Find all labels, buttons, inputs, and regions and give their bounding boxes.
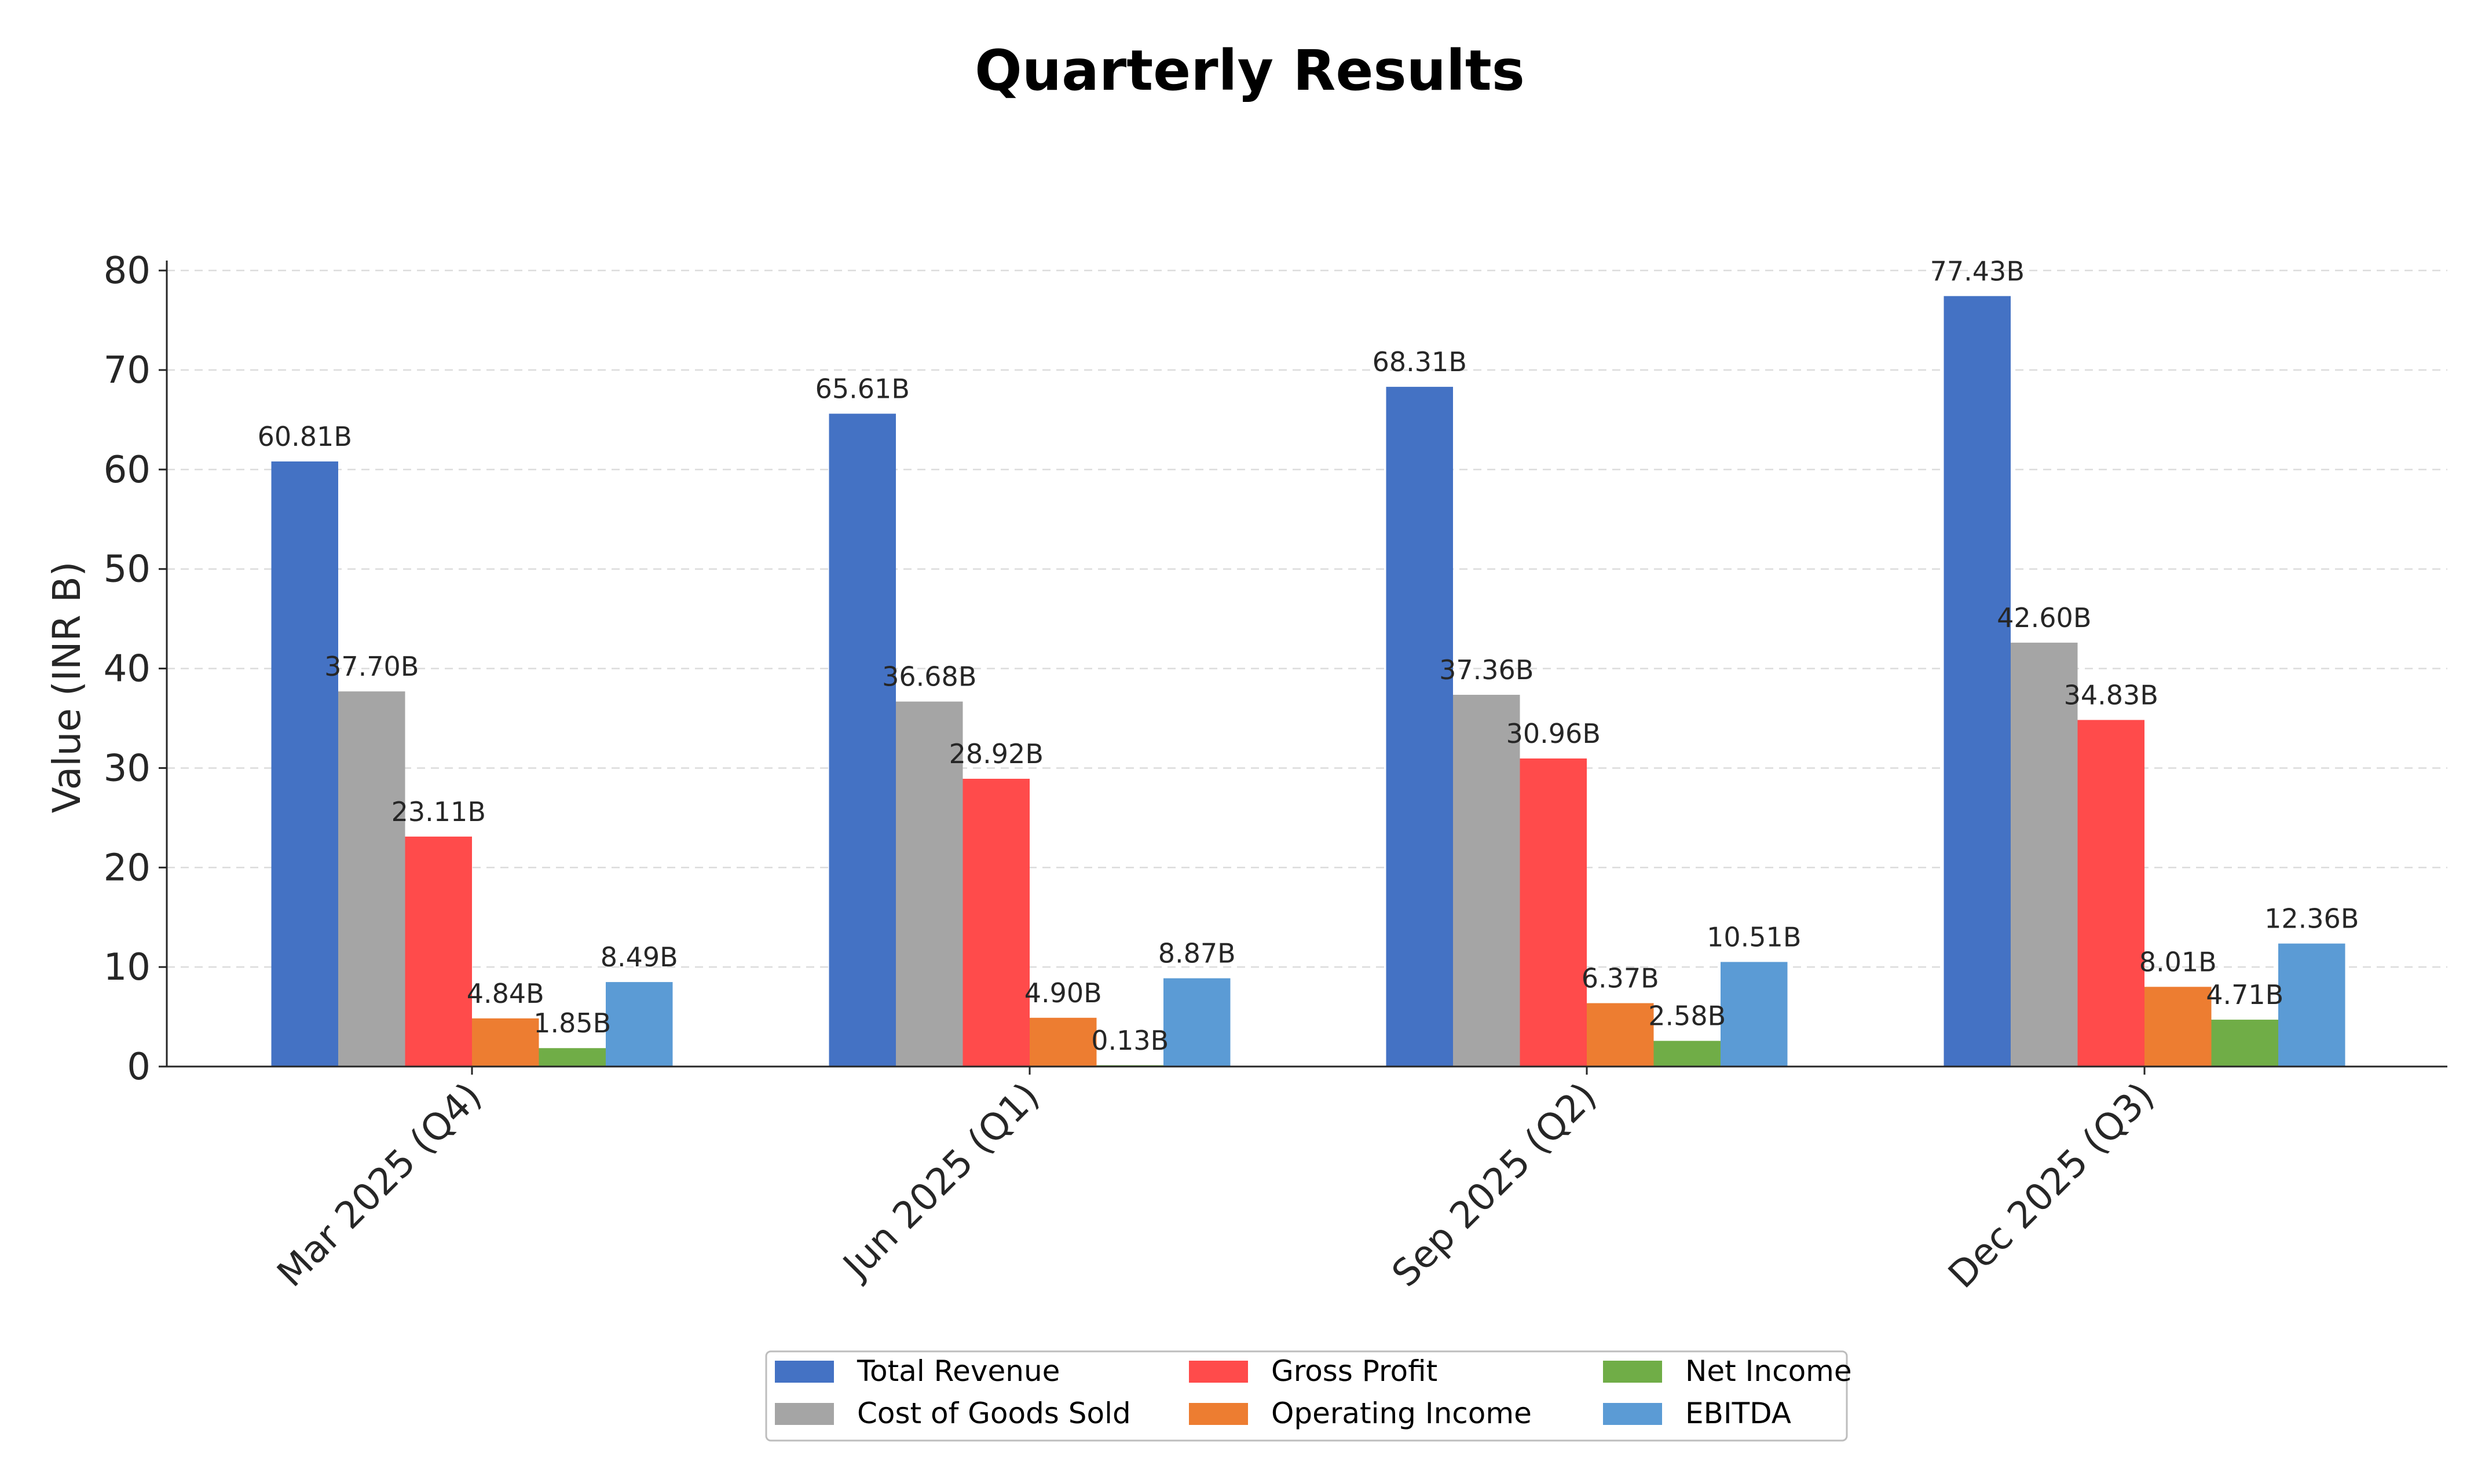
y-axis-label: Value (INR B) [45,562,89,814]
chart-title: Quarterly Results [975,38,1525,103]
grid [167,269,2447,968]
y-tick-label: 0 [127,1046,151,1089]
legend-swatch [1189,1403,1248,1425]
axes [166,261,2447,1068]
data-label: 1.85B [533,1007,611,1039]
bar [2011,642,2078,1067]
y-tick-label: 30 [104,747,151,790]
bar [2278,943,2345,1067]
y-tick-label: 40 [104,648,151,691]
y-tick-label: 70 [104,349,151,392]
legend: Total Revenue Cost of Goods Sold Gross Pro… [765,1350,1852,1442]
data-label: 8.49B [601,941,678,973]
data-label: 23.11B [391,796,486,827]
bar [606,982,673,1067]
legend-entry-label: Net Income [1685,1354,1852,1388]
data-label: 65.61B [815,373,910,404]
bar [1721,962,1788,1067]
y-tick-label: 10 [104,946,151,989]
data-label: 8.01B [2139,946,2217,977]
data-label: 42.60B [1997,602,2091,633]
bar [1163,978,1231,1067]
data-label: 77.43B [1930,255,2025,287]
data-label: 37.70B [324,651,419,682]
y-tick-label: 50 [104,548,151,591]
data-label: 6.37B [1582,963,1659,994]
legend-entry-label: EBITDA [1685,1397,1791,1430]
data-label: 36.68B [882,661,976,692]
data-label: 68.31B [1373,346,1467,378]
y-tick-label: 60 [104,449,151,492]
bar [405,836,472,1067]
legend-swatch [1603,1361,1662,1383]
bars [271,296,2345,1067]
bar [2077,720,2144,1067]
bar [1030,1017,1097,1067]
legend-swatch [1189,1361,1248,1383]
data-label: 4.84B [467,978,544,1009]
data-label: 28.92B [949,738,1044,770]
legend-swatch [775,1361,834,1383]
data-label: 34.83B [2064,679,2158,710]
data-label: 30.96B [1506,718,1601,749]
bar [539,1048,606,1067]
bar [1944,296,2011,1067]
bar [962,779,1030,1067]
bar [1453,694,1520,1067]
legend-entry-label: Total Revenue [857,1354,1060,1388]
x-tick-label: Sep 2025 (Q2) [1384,1075,1605,1295]
bar [2144,987,2212,1067]
legend-swatch [775,1403,834,1425]
data-label: 4.71B [2206,979,2283,1010]
bar [1520,758,1587,1067]
data-label: 2.58B [1648,1001,1726,1032]
bar [829,413,896,1067]
y-tick-label: 20 [104,847,151,889]
data-labels: 60.81B 65.61B 68.31B 77.43B 37.70B 36.68B 37.3… [258,255,2359,1056]
bar [338,691,405,1067]
legend-entry-label: Gross Profit [1271,1354,1437,1388]
data-label: 4.90B [1024,977,1102,1009]
x-ticks: Mar 2025 (Q4) Jun 2025 (Q1) Sep 2025 (Q2) D… [269,1067,2162,1297]
x-tick-label: Dec 2025 (Q3) [1941,1075,2163,1297]
data-label: 0.13B [1091,1025,1169,1056]
data-label: 37.36B [1439,654,1534,686]
data-label: 60.81B [258,421,352,452]
x-tick-label: Mar 2025 (Q4) [269,1075,490,1295]
bar [1653,1040,1721,1067]
data-label: 8.87B [1158,938,1236,969]
legend-frame [765,1350,1848,1442]
y-tick-label: 80 [104,250,151,292]
legend-entry-label: Cost of Goods Sold [857,1397,1131,1430]
legend-entry-label: Operating Income [1271,1397,1532,1430]
bar [271,461,338,1067]
bar [472,1018,539,1067]
x-tick-label: Jun 2025 (Q1) [834,1075,1048,1289]
data-label: 10.51B [1707,921,1801,952]
bar [1386,387,1453,1067]
y-ticks: 0 10 20 30 40 50 60 70 80 [104,250,167,1089]
bar [2211,1020,2278,1067]
bar [896,701,963,1067]
data-label: 12.36B [2264,903,2359,935]
legend-swatch [1603,1403,1662,1425]
bar [1587,1003,1654,1067]
